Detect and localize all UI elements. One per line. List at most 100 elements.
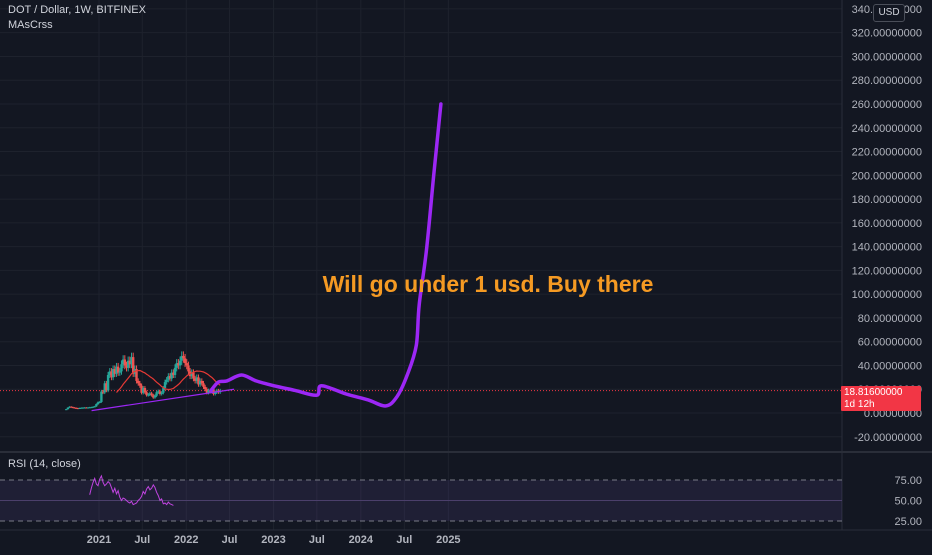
- candle-body: [83, 407, 86, 409]
- candle-body: [207, 390, 210, 393]
- indicator-label[interactable]: MAsCrss: [8, 19, 53, 31]
- candle-body: [86, 407, 90, 409]
- y-tick-label: 280.00000000: [852, 75, 922, 87]
- candle-body: [90, 407, 93, 409]
- candle-body: [110, 371, 113, 378]
- candle-body: [138, 383, 142, 386]
- candle-body: [71, 407, 75, 409]
- candle-body: [103, 383, 106, 393]
- candle-body: [202, 383, 205, 387]
- candle-body: [101, 391, 105, 393]
- candle-body: [205, 389, 209, 393]
- price-axis[interactable]: 340.00000000320.00000000300.00000000280.…: [852, 4, 922, 444]
- candles: [65, 351, 222, 411]
- candle-body: [140, 385, 143, 393]
- x-tick-label: 2023: [261, 534, 285, 546]
- candle-body: [120, 364, 123, 372]
- candle-body: [135, 369, 138, 381]
- candle-body: [214, 392, 217, 394]
- y-tick-label: 40.00000000: [858, 360, 922, 372]
- candle-body: [158, 391, 162, 394]
- x-tick-label: 2025: [436, 534, 460, 546]
- candle-body: [96, 402, 100, 405]
- last-price-tag: 18.81600000 1d 12h: [841, 386, 921, 411]
- y-tick-label: 200.00000000: [852, 170, 922, 182]
- rsi-tick-label: 25.00: [894, 516, 922, 528]
- candle-body: [100, 391, 103, 402]
- candle-body: [121, 359, 125, 365]
- candle-body: [168, 376, 172, 379]
- time-axis[interactable]: 2021 Jul 2022 Jul 2023 Jul 2024 Jul 2025: [87, 534, 461, 546]
- candle-body: [91, 406, 95, 408]
- candle-body: [128, 360, 132, 365]
- candle-body: [165, 379, 168, 383]
- candle-body: [66, 407, 70, 410]
- candle-body: [185, 363, 188, 366]
- candle-body: [65, 409, 68, 411]
- candle-body: [113, 369, 116, 374]
- candle-body: [212, 389, 215, 394]
- overlays: [91, 369, 235, 412]
- candle-body: [143, 388, 147, 393]
- candle-body: [105, 383, 108, 391]
- candle-body: [200, 380, 204, 384]
- projection-line: [209, 102, 443, 408]
- candle-body: [198, 380, 202, 385]
- rsi-tick-label: 50.00: [894, 496, 922, 508]
- candle-body: [153, 395, 157, 398]
- candle-body: [98, 401, 101, 403]
- y-tick-label: 140.00000000: [852, 242, 922, 254]
- y-tick-label: 100.00000000: [852, 289, 922, 301]
- candle-body: [93, 406, 96, 408]
- candle-body: [75, 407, 78, 409]
- grid: [0, 0, 932, 531]
- candle-body: [78, 408, 81, 410]
- x-tick-label: Jul: [396, 534, 412, 546]
- currency-badge[interactable]: USD: [873, 4, 905, 22]
- candle-body: [195, 377, 198, 381]
- candle-body: [155, 392, 158, 396]
- candle-body: [170, 372, 173, 379]
- y-tick-label: -20.00000000: [854, 432, 922, 444]
- candle-body: [203, 386, 207, 390]
- rsi-tick-label: 75.00: [894, 475, 922, 487]
- candle-body: [180, 355, 183, 361]
- candle-body: [163, 382, 167, 389]
- candle-body: [147, 394, 150, 396]
- y-tick-label: 320.00000000: [852, 28, 922, 40]
- y-tick-label: 160.00000000: [852, 218, 922, 230]
- candle-body: [95, 404, 98, 407]
- y-tick-label: 300.00000000: [852, 51, 922, 63]
- candle-body: [123, 359, 127, 366]
- candle-body: [115, 366, 118, 374]
- candle-body: [162, 388, 165, 393]
- candle-body: [81, 407, 85, 409]
- y-tick-label: 220.00000000: [852, 147, 922, 159]
- rsi-pane: 75.00 50.00 25.00: [0, 474, 922, 528]
- projection: [209, 102, 443, 408]
- candle-body: [192, 372, 195, 379]
- y-tick-label: 180.00000000: [852, 194, 922, 206]
- x-tick-label: 2022: [174, 534, 198, 546]
- rsi-label: RSI (14, close): [8, 458, 81, 470]
- annotation-text[interactable]: Will go under 1 usd. Buy there: [323, 271, 654, 297]
- rsi-line: [89, 474, 174, 506]
- candle-body: [148, 393, 152, 395]
- candle-body: [73, 407, 76, 409]
- symbol-title[interactable]: DOT / Dollar, 1W, BITFINEX: [8, 4, 146, 16]
- bar-countdown: 1d 12h: [844, 399, 875, 410]
- support-trendline: [91, 388, 235, 412]
- candle-body: [157, 391, 160, 393]
- candle-body: [126, 360, 130, 368]
- candle-body: [173, 367, 177, 375]
- x-tick-label: 2024: [349, 534, 374, 546]
- candle-body: [178, 360, 182, 366]
- candle-body: [88, 407, 91, 409]
- candle-body: [175, 363, 178, 368]
- candle-body: [106, 374, 110, 391]
- candle-body: [145, 392, 148, 396]
- moving-average-line: [116, 369, 221, 393]
- x-tick-label: Jul: [222, 534, 238, 546]
- x-tick-label: Jul: [134, 534, 150, 546]
